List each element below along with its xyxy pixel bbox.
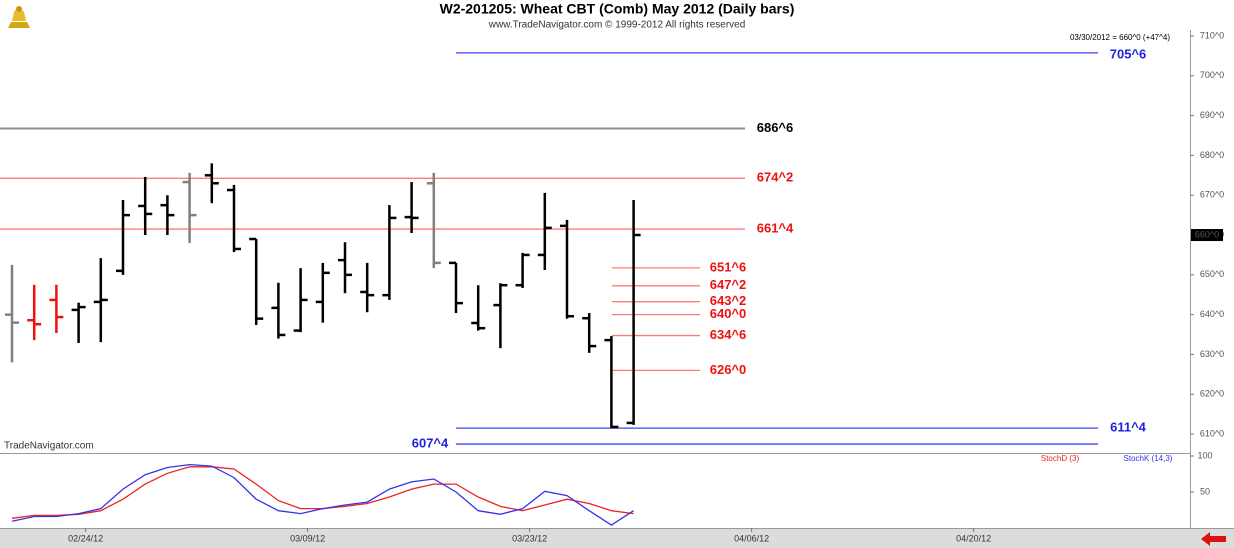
- legend-label: StochK (14,3): [1124, 454, 1173, 463]
- level-label: 634^6: [710, 327, 747, 342]
- y-tick-label: 630^0: [1200, 349, 1224, 359]
- level-label: 647^2: [710, 277, 747, 292]
- stoch-line: [11, 463, 634, 526]
- level-label: 651^6: [710, 259, 747, 274]
- y-tick-label: 50: [1200, 486, 1210, 496]
- chart-subtitle: www.TradeNavigator.com © 1999-2012 All r…: [488, 20, 746, 31]
- x-tick-label: 04/06/12: [734, 533, 769, 543]
- watermark: TradeNavigator.com: [4, 441, 94, 452]
- y-tick-label: 710^0: [1200, 30, 1224, 40]
- y-tick-label: 700^0: [1200, 70, 1224, 80]
- level-label: 611^4: [1110, 420, 1147, 435]
- x-tick-label: 02/24/12: [68, 533, 103, 543]
- level-label: 674^2: [757, 170, 794, 185]
- chart-title: W2-201205: Wheat CBT (Comb) May 2012 (Da…: [440, 1, 795, 17]
- price-note: 03/30/2012 = 660^0 (+47^4): [1070, 33, 1170, 42]
- last-price-box: [1191, 229, 1223, 242]
- x-axis-band: [0, 528, 1234, 548]
- y-tick-label: 640^0: [1200, 309, 1224, 319]
- y-tick-label: 610^0: [1200, 428, 1224, 438]
- y-tick-label: 680^0: [1200, 150, 1224, 160]
- y-tick-label: 650^0: [1200, 269, 1224, 279]
- legend-label: StochD (3): [1041, 454, 1080, 463]
- x-tick-label: 04/20/12: [956, 533, 991, 543]
- logo: [8, 6, 30, 28]
- level-label: 661^4: [757, 220, 794, 235]
- x-tick-label: 03/09/12: [290, 533, 325, 543]
- last-price-label: 660^0: [1195, 229, 1219, 239]
- y-tick-label: 620^0: [1200, 389, 1224, 399]
- level-label: 705^6: [1110, 46, 1147, 61]
- level-label: 640^0: [710, 306, 747, 321]
- y-tick-label: 670^0: [1200, 190, 1224, 200]
- y-tick-label: 100: [1197, 450, 1212, 460]
- level-label: 686^6: [757, 120, 794, 135]
- level-label: 607^4: [412, 435, 449, 450]
- level-label: 626^0: [710, 362, 747, 377]
- level-label: 643^2: [710, 293, 747, 308]
- y-tick-label: 690^0: [1200, 110, 1224, 120]
- x-tick-label: 03/23/12: [512, 533, 547, 543]
- scroll-arrow[interactable]: [1201, 532, 1226, 546]
